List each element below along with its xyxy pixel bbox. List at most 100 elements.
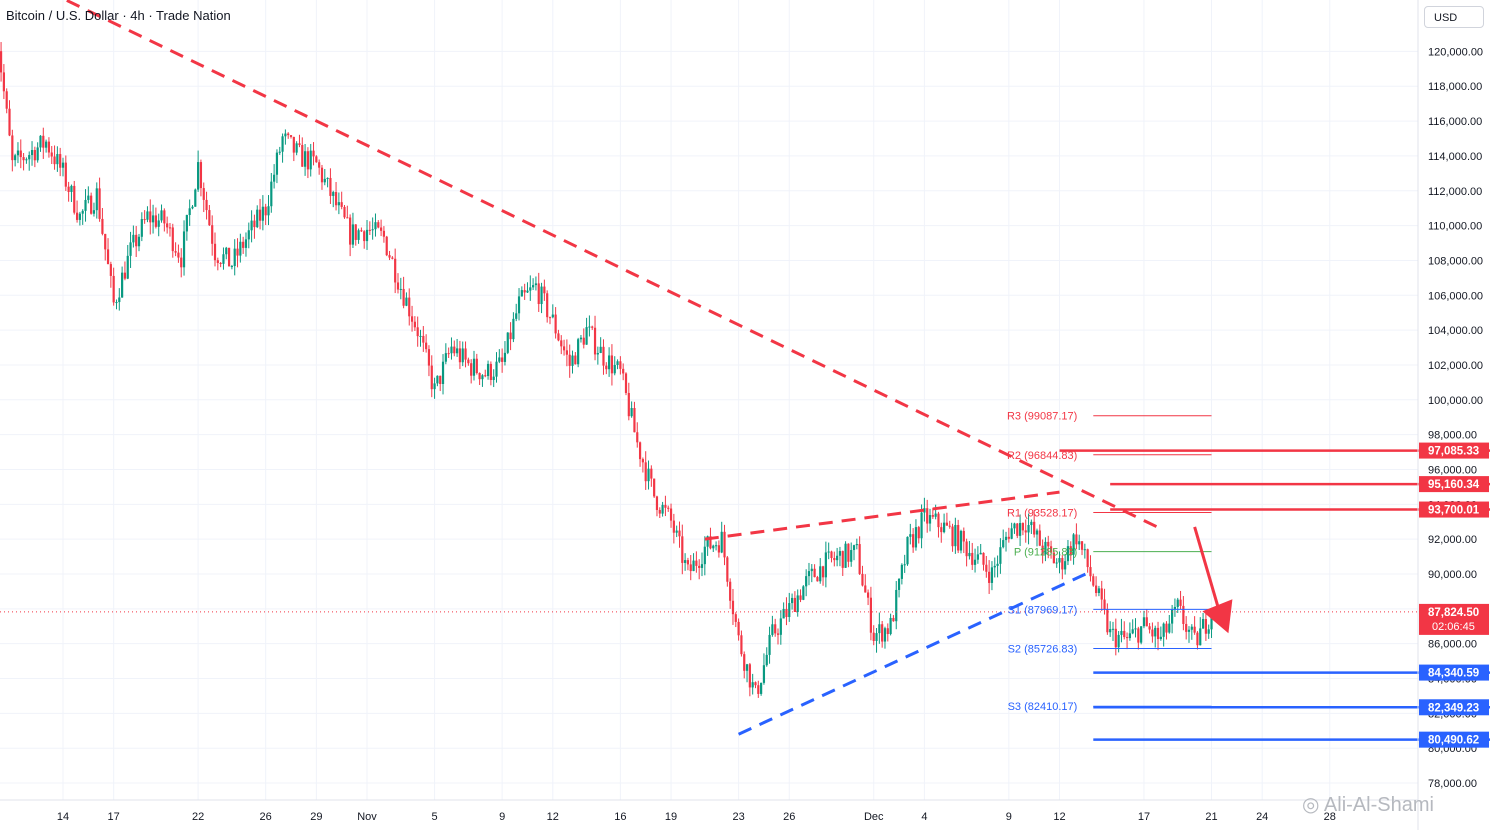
candle-up [996,563,999,566]
candle-up [182,231,186,268]
candle-down [1052,552,1055,564]
candle-down [360,230,363,232]
candle-down [11,135,14,161]
candle-down [135,234,138,247]
candle-down [557,333,560,341]
candle-down [658,509,661,514]
candle-down [723,531,726,558]
candle-down [467,359,470,364]
candle-up [599,346,602,353]
candle-down [354,224,357,240]
pivot-label-r3: R3 (99087.17) [1007,411,1077,423]
candle-down [664,504,667,508]
candle-up [1162,623,1165,637]
candle-up [495,361,498,377]
candle-up [875,633,878,641]
y-tick-label: 116,000.00 [1428,116,1482,128]
x-tick-label: 9 [499,811,505,823]
candle-up [1190,626,1193,630]
candle-down [174,251,177,253]
candle-down [574,355,577,365]
candle-up [115,302,118,304]
candle-down [1179,599,1182,606]
candle-up [836,555,839,561]
candle-down [1196,632,1199,646]
candle-down [1106,609,1109,633]
candle-up [790,597,794,604]
y-tick-label: 102,000.00 [1428,360,1483,372]
candle-down [67,186,70,192]
candle-up [239,241,242,256]
price-badge-resistance [1419,476,1489,493]
candle-up [771,624,774,635]
candle-up [503,352,507,362]
trendline-resistance [704,490,1060,541]
pivot-label-s2: S2 (85726.83) [1008,643,1078,655]
candle-up [1064,561,1067,570]
candle-down [408,297,411,317]
candle-down [945,522,949,526]
candle-up [194,189,197,207]
candle-down [143,219,146,221]
candle-down [253,220,256,228]
candle-up [275,152,279,175]
candle-down [98,188,101,219]
y-tick-label: 108,000.00 [1428,255,1483,267]
candle-down [582,337,585,345]
candle-up [1128,633,1131,639]
candle-up [577,339,580,365]
candle-down [948,525,951,527]
candle-up [486,363,490,377]
candle-up [157,220,160,227]
y-tick-label: 98,000.00 [1428,430,1477,442]
candle-up [1173,606,1177,610]
candle-down [560,340,563,347]
candle-up [923,508,926,513]
candle-up [844,543,847,568]
candle-down [501,357,504,362]
candle-down [112,275,115,303]
x-tick-label: 4 [921,811,927,823]
candle-up [579,337,583,340]
currency-button[interactable]: USD [1424,6,1484,28]
candle-down [1016,523,1019,536]
candle-down [227,247,231,267]
candle-down [1100,588,1103,600]
candle-down [605,365,608,370]
candle-up [1171,609,1174,624]
candle-up [529,287,532,291]
x-tick-label: 17 [108,811,120,823]
x-tick-label: 19 [665,811,677,823]
candle-up [433,383,436,390]
y-tick-label: 92,000.00 [1428,534,1477,546]
candle-up [526,290,529,293]
candle-down [489,363,492,380]
candle-up [256,209,259,228]
candle-up [596,352,599,355]
candle-up [852,545,856,551]
candle-down [149,211,152,223]
candle-up [278,151,281,153]
candle-down [289,135,293,137]
candle-up [588,326,591,328]
candle-down [591,326,594,328]
candle-down [458,348,462,363]
candle-down [509,332,512,340]
candle-up [779,618,782,635]
candle-up [61,162,65,168]
candle-up [551,314,554,318]
candle-down [216,260,219,263]
candle-up [540,286,543,305]
x-tick-label: 5 [432,811,438,823]
candle-down [698,565,701,568]
candle-down [866,592,870,598]
candle-up [782,608,785,619]
x-tick-label: 23 [732,811,744,823]
candle-up [897,578,901,590]
candle-up [796,595,799,612]
candle-up [878,624,881,634]
candle-up [188,208,191,215]
candle-up [802,586,805,600]
candle-up [534,283,538,286]
